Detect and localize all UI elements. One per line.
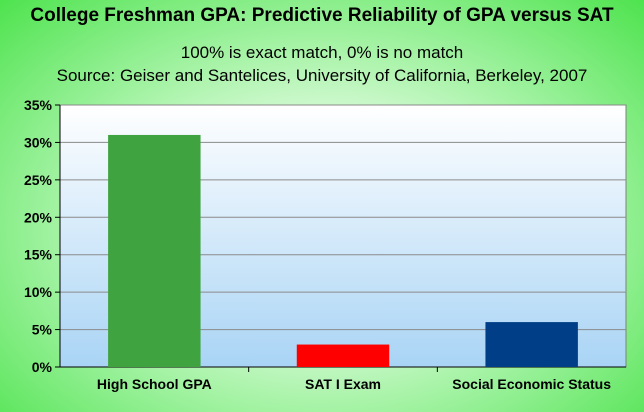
bar xyxy=(485,322,578,367)
y-tick-label: 25% xyxy=(24,172,53,188)
chart-subtitle: 100% is exact match, 0% is no match xyxy=(180,43,464,62)
y-tick-label: 35% xyxy=(24,97,53,113)
bar xyxy=(108,134,201,367)
y-tick-label: 0% xyxy=(32,359,53,375)
chart-source: Source: Geiser and Santelices, Universit… xyxy=(56,66,588,85)
y-tick-label: 15% xyxy=(24,247,53,263)
chart-title: College Freshman GPA: Predictive Reliabi… xyxy=(30,5,614,26)
y-tick-label: 20% xyxy=(24,209,53,225)
x-category-label: SAT I Exam xyxy=(305,376,381,392)
x-category-label: Social Economic Status xyxy=(452,376,611,392)
y-tick-label: 5% xyxy=(32,322,53,338)
x-category-label: High School GPA xyxy=(97,376,212,392)
y-tick-label: 10% xyxy=(24,284,53,300)
y-tick-label: 30% xyxy=(24,134,53,150)
bar xyxy=(296,344,390,367)
